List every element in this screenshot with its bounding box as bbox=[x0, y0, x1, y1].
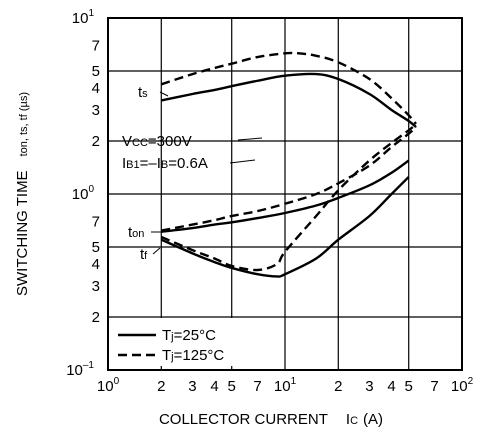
y-tick-label-5: 5 bbox=[92, 63, 100, 80]
x-tick-label-50: 5 bbox=[405, 378, 413, 395]
series-ts-125-C bbox=[160, 51, 417, 125]
y-axis-label: SWITCHING TIME bbox=[14, 170, 31, 296]
x-tick-label-30: 3 bbox=[365, 378, 373, 395]
x-axis-label: COLLECTOR CURRENT bbox=[159, 411, 328, 428]
curve-label-ts: ts bbox=[138, 84, 148, 101]
y-tick-label-0-5: 5 bbox=[92, 239, 100, 256]
y-tick-label-3: 3 bbox=[92, 102, 100, 119]
y-tick-label-4: 4 bbox=[92, 80, 100, 97]
legend-entry-125c: Tj=125°C bbox=[162, 347, 224, 364]
x-axis-title: COLLECTOR CURRENT IC (A) bbox=[159, 411, 383, 428]
y-tick-label-0-1: 10–1 bbox=[66, 360, 94, 379]
y-axis-symbols: ton, ts, tf (µs) bbox=[18, 92, 30, 156]
series-ton-25-C bbox=[161, 159, 410, 233]
leader-line-1 bbox=[229, 159, 256, 164]
y-tick-label-10: 101 bbox=[72, 8, 95, 27]
leader-line-4 bbox=[152, 247, 161, 255]
curve-label-tf: tf bbox=[140, 246, 148, 263]
label-leader-lines bbox=[151, 91, 263, 255]
curve-label-ton: ton bbox=[128, 224, 144, 241]
y-tick-label-7: 7 bbox=[92, 37, 100, 54]
x-tick-label-40: 4 bbox=[387, 378, 395, 395]
condition-ib: IB1=–IB=0.6A bbox=[122, 155, 208, 172]
series-ton-125-C bbox=[161, 126, 417, 232]
y-tick-label-2: 2 bbox=[92, 133, 100, 150]
y-tick-label-0-3: 3 bbox=[92, 278, 100, 295]
series-ts-25-C bbox=[161, 72, 417, 129]
x-tick-label-5: 5 bbox=[228, 378, 236, 395]
y-axis-title: SWITCHING TIME ton, ts, tf (µs) bbox=[14, 92, 31, 296]
x-tick-label-10: 101 bbox=[274, 376, 297, 395]
y-tick-label-1: 100 bbox=[72, 184, 95, 203]
series-tf-125-C bbox=[160, 123, 417, 272]
x-axis-symbol: I bbox=[346, 411, 350, 428]
legend-entry-25c: Tj=25°C bbox=[162, 327, 216, 344]
y-tick-label-0-7: 7 bbox=[92, 213, 100, 230]
x-axis-unit: (A) bbox=[363, 411, 383, 428]
y-tick-label-0-2: 2 bbox=[92, 309, 100, 326]
x-tick-label-70: 7 bbox=[430, 378, 438, 395]
x-tick-label-3: 3 bbox=[188, 378, 196, 395]
leader-line-2 bbox=[159, 91, 169, 97]
plot-frame bbox=[107, 17, 463, 371]
x-tick-label-100: 102 bbox=[451, 376, 474, 395]
x-tick-label-7: 7 bbox=[253, 378, 261, 395]
x-axis-subscript: C bbox=[350, 415, 358, 427]
condition-vcc: VCC=300V bbox=[122, 133, 192, 150]
grid-layer bbox=[107, 17, 463, 371]
leader-line-0 bbox=[237, 137, 263, 141]
curves-layer bbox=[160, 51, 417, 278]
x-tick-label-20: 2 bbox=[334, 378, 342, 395]
y-tick-label-0-4: 4 bbox=[92, 256, 100, 273]
legend: Tj=25°C Tj=125°C bbox=[112, 318, 252, 366]
series-tf-25-C bbox=[160, 176, 410, 278]
x-tick-label-1: 100 bbox=[97, 376, 120, 395]
x-tick-label-2: 2 bbox=[157, 378, 165, 395]
x-tick-label-4: 4 bbox=[210, 378, 218, 395]
legend-background bbox=[112, 318, 252, 366]
